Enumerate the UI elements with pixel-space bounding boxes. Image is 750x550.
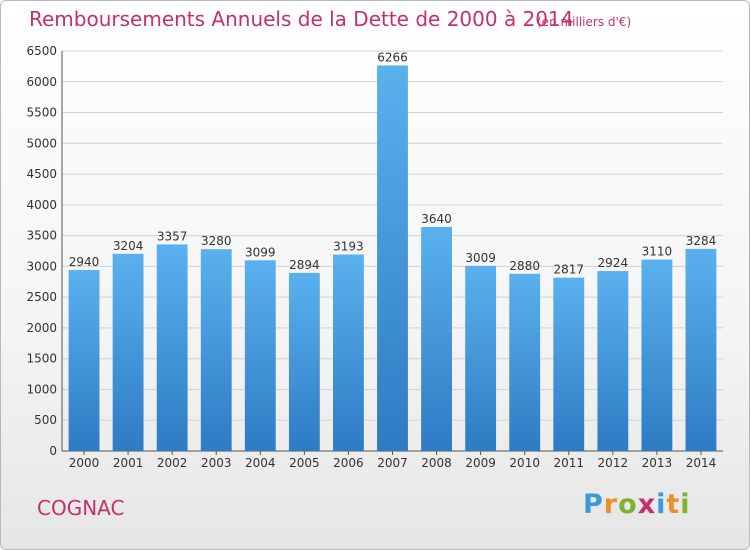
y-tick-label: 2000 [26, 321, 57, 335]
bar [156, 244, 188, 451]
data-label: 2817 [553, 263, 584, 277]
logo-letter: t [666, 489, 681, 520]
data-label: 3193 [333, 240, 364, 254]
axis-layer: 0 500 1000 1500 2000 2500 3000 3500 4000 4500 5000… [26, 44, 723, 470]
x-tick-label: 2002 [157, 456, 188, 470]
logo-letter: o [618, 489, 638, 520]
data-label: 3640 [421, 212, 452, 226]
x-tick-label: 2007 [377, 456, 408, 470]
data-label: 3009 [465, 251, 496, 265]
data-label: 3110 [642, 245, 673, 259]
logo-letter: x [637, 489, 657, 520]
x-tick-label: 2012 [598, 456, 629, 470]
bar [641, 259, 673, 451]
x-tick-label: 2006 [333, 456, 364, 470]
y-tick-label: 2500 [26, 290, 57, 304]
data-label: 3280 [201, 234, 232, 248]
x-tick-label: 2003 [201, 456, 232, 470]
chart-subtitle: (en milliers d'€) [537, 15, 632, 29]
data-label: 2940 [69, 255, 100, 269]
x-tick-label: 2011 [553, 456, 584, 470]
x-tick-label: 2001 [113, 456, 144, 470]
logo-letter: i [680, 489, 691, 520]
data-label: 3357 [157, 229, 188, 243]
data-label: 3099 [245, 245, 276, 259]
y-tick-label: 5500 [26, 106, 57, 120]
y-tick-label: 4500 [26, 167, 57, 181]
data-label: 2894 [289, 258, 320, 272]
x-tick-label: 2014 [686, 456, 717, 470]
data-label: 6266 [377, 50, 408, 64]
x-tick-label: 2010 [509, 456, 540, 470]
proxiti-logo: Proxiti [583, 489, 691, 520]
logo-letter: r [603, 489, 619, 520]
bar [68, 270, 100, 451]
x-tick-label: 2013 [642, 456, 673, 470]
x-tick-label: 2009 [465, 456, 496, 470]
data-label: 2924 [598, 256, 629, 270]
bar-layer [68, 65, 717, 452]
bar [112, 253, 144, 451]
bar [553, 277, 585, 451]
y-tick-label: 1000 [26, 382, 57, 396]
bar [244, 260, 276, 451]
bar [288, 272, 320, 451]
bar [421, 227, 452, 451]
y-tick-label: 3000 [26, 259, 57, 273]
bar [509, 273, 541, 451]
x-tick-label: 2008 [421, 456, 452, 470]
data-label: 3284 [686, 234, 717, 248]
data-label: 2880 [509, 259, 540, 273]
y-tick-label: 0 [49, 444, 57, 458]
x-tick-label: 2000 [69, 456, 100, 470]
chart-title: Remboursements Annuels de la Dette de 20… [29, 7, 574, 31]
bar [685, 248, 717, 451]
label-layer: 2940 3204 3357 3280 3099 2894 3193 6266 3640 3009… [69, 50, 716, 276]
y-tick-label: 6000 [26, 75, 57, 89]
x-tick-label: 2005 [289, 456, 320, 470]
y-tick-label: 5000 [26, 136, 57, 150]
data-label: 3204 [113, 239, 144, 253]
bar [377, 65, 408, 452]
city-name: COGNAC [37, 496, 125, 520]
logo-letter: i [656, 489, 667, 520]
bar [333, 254, 364, 451]
bar [597, 271, 629, 451]
y-tick-label: 3500 [26, 229, 57, 243]
y-tick-label: 4000 [26, 198, 57, 212]
bar [200, 249, 232, 451]
bar [465, 265, 497, 451]
y-tick-label: 1500 [26, 352, 57, 366]
x-tick-label: 2004 [245, 456, 276, 470]
y-tick-label: 500 [34, 413, 57, 427]
y-tick-label: 6500 [26, 44, 57, 58]
logo-letter: P [583, 489, 604, 520]
